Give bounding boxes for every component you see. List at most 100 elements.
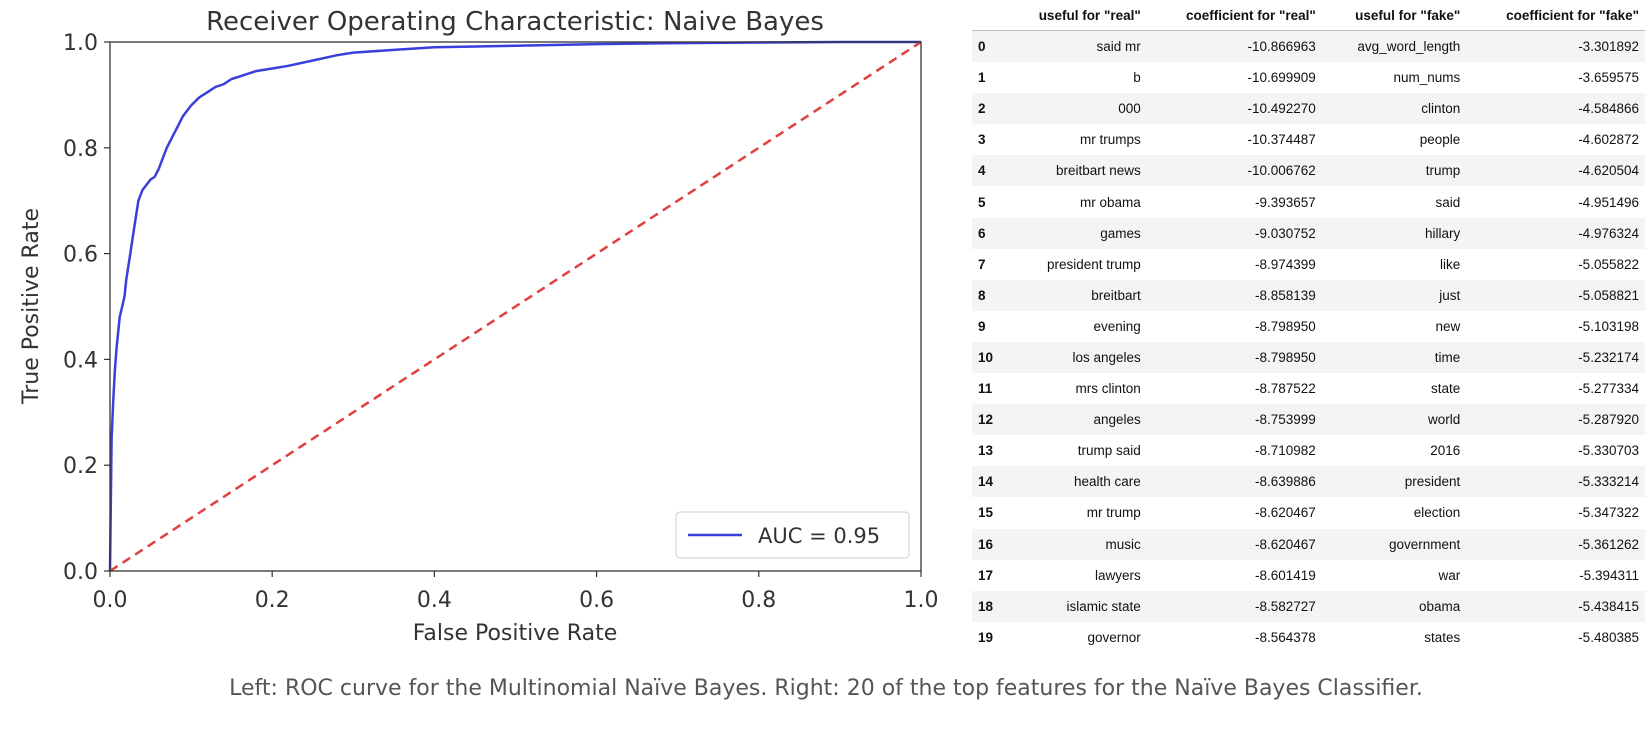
table-cell: -5.058821 [1578,287,1639,303]
legend-label-roc: AUC = 0.95 [758,524,880,548]
table-cell: -5.361262 [1578,536,1639,552]
row-index: 10 [978,349,994,365]
table-cell: -8.710982 [1254,443,1316,459]
table-cell: music [1105,536,1141,552]
table-cell: -5.333214 [1578,474,1639,490]
plot-area [108,40,922,573]
feature-table-container: useful for "real" coefficient for "real" u… [972,0,1652,653]
chance-diagonal-line [109,40,922,573]
roc-curve-line [108,40,921,572]
y-tick-label: 0.0 [63,560,98,585]
table-cell: los angeles [1072,349,1141,365]
table-cell: -8.601419 [1254,567,1316,583]
table-cell: -5.394311 [1579,567,1639,583]
table-row: 0 said mr -10.866963 avg_word_length -3.3018… [972,30,1645,63]
table-cell: president trump [1046,256,1141,272]
row-index: 12 [978,412,994,428]
x-tick-label: 0.2 [255,588,290,613]
column-header [972,0,1006,31]
row-index: 9 [978,318,986,334]
table-cell: trump [1425,163,1461,179]
column-header: coefficient for "fake" [1466,0,1645,31]
table-cell: mrs clinton [1075,381,1141,397]
table-cell: -5.347322 [1578,505,1639,521]
row-index: 4 [978,163,986,179]
row-index: 5 [978,194,986,210]
table-cell: mr trump [1086,505,1141,521]
table-cell: -8.798950 [1254,318,1316,334]
x-axis-label: False Positive Rate [413,621,617,646]
y-tick-label: 0.6 [63,243,98,268]
row-index: 8 [978,287,986,303]
table-cell: trump said [1077,443,1141,459]
table-cell: -8.639886 [1254,474,1316,490]
table-cell: world [1427,412,1461,428]
table-cell: new [1435,318,1461,334]
table-cell: -8.564378 [1254,629,1316,645]
legend-box [675,511,910,559]
table-cell: -4.976324 [1578,225,1639,241]
table-cell: election [1413,505,1461,521]
table-cell: governor [1087,629,1141,645]
table-cell: -5.287920 [1578,412,1639,428]
table-cell: -8.620467 [1254,536,1316,552]
row-index: 14 [978,474,994,490]
table-cell: -8.582727 [1254,598,1316,614]
row-index: 7 [978,256,986,272]
legend: AUC = 0.95 [675,511,910,559]
row-index: 15 [978,505,994,521]
row-index: 16 [978,536,994,552]
table-row: 9 evening -8.798950 new -5.103198 [972,311,1645,342]
table-cell: -8.858139 [1254,287,1316,303]
table-row: 3 mr trumps -10.374487 people -4.602872 [972,124,1645,155]
table-cell: time [1434,349,1461,365]
table-row: 17 lawyers -8.601419 war -5.394311 [972,560,1645,591]
table-cell: evening [1093,318,1141,334]
table-cell: state [1430,381,1461,397]
table-row: 15 mr trump -8.620467 election -5.347322 [972,497,1645,528]
table-cell: obama [1418,598,1461,614]
table-cell: people [1419,132,1461,148]
table-cell: government [1388,536,1461,552]
table-cell: -8.787522 [1254,381,1316,397]
table-cell: b [1133,70,1141,86]
table-cell: -3.301892 [1578,39,1639,55]
table-row: 13 trump said -8.710982 2016 -5.330703 [972,435,1645,466]
table-cell: mr obama [1079,194,1141,210]
table-cell: mr trumps [1080,132,1141,148]
column-header: useful for "real" [1006,0,1147,31]
table-row: 12 angeles -8.753999 world -5.287920 [972,404,1645,436]
table-row: 8 breitbart -8.858139 just -5.058821 [972,279,1645,311]
column-header: coefficient for "real" [1146,0,1322,31]
roc-chart: Receiver Operating Characteristic: Naive… [19,7,939,646]
table-cell: clinton [1421,101,1461,117]
column-header: useful for "fake" [1321,0,1467,31]
table-cell: -9.393657 [1254,194,1316,210]
table-cell: -10.699909 [1247,70,1316,86]
table-row: 10 los angeles -8.798950 time -5.232174 [972,341,1645,374]
table-cell: breitbart [1091,287,1141,303]
table-cell: -5.055822 [1578,256,1639,272]
x-tick-label: 0.4 [417,588,452,613]
table-cell: -5.277334 [1578,381,1639,397]
y-tick-label: 0.8 [63,137,98,162]
table-cell: -8.974399 [1254,256,1316,272]
table-cell: -4.620504 [1578,163,1639,179]
table-cell: -8.798950 [1254,349,1316,365]
plot-frame [109,41,922,572]
x-tick-label: 0.8 [741,588,776,613]
table-row: 11 mrs clinton -8.787522 state -5.277334 [972,373,1645,404]
row-index: 19 [978,629,994,645]
table-cell: -4.584866 [1578,101,1639,117]
table-row: 18 islamic state -8.582727 obama -5.438415 [972,590,1645,622]
table-cell: -5.438415 [1578,598,1639,614]
table-cell: -4.602872 [1578,132,1639,148]
table-cell: -5.232174 [1578,349,1639,365]
table-cell: 000 [1118,101,1141,117]
table-cell: 2016 [1430,443,1461,459]
table-cell: -8.753999 [1254,412,1316,428]
table-row: 19 governor -8.564378 states -5.480385 [972,622,1645,653]
table-row: 4 breitbart news -10.006762 trump -4.620504 [972,155,1645,187]
table-cell: said mr [1096,39,1141,55]
row-index: 13 [978,443,994,459]
